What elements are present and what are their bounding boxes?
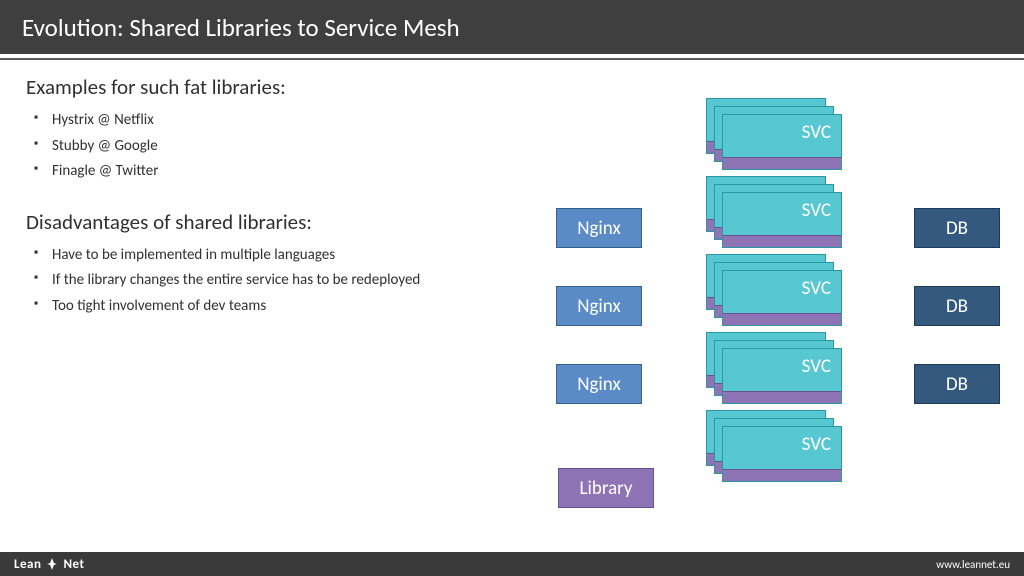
db-box: DB (914, 286, 1000, 326)
brand-text-right: Net (63, 557, 84, 572)
footer-bar: Lean Net www.leannet.eu (0, 552, 1024, 576)
library-legend-box: Library (558, 468, 654, 508)
db-box: DB (914, 364, 1000, 404)
svc-label: SVC (802, 277, 831, 300)
svc-box: SVC (722, 348, 842, 404)
svc-stack: SVC (706, 332, 834, 396)
db-box: DB (914, 208, 1000, 248)
brand-logo: Lean Net (14, 557, 84, 572)
architecture-diagram: Nginx Nginx Nginx DB DB DB SVC SVC SVC SVC SVC Libr… (538, 68, 1008, 508)
title-underline (0, 58, 1024, 60)
brand-text-left: Lean (14, 557, 41, 572)
nginx-box: Nginx (556, 364, 642, 404)
footer-url: www.leannet.eu (936, 558, 1010, 571)
svc-label: SVC (802, 121, 831, 144)
svc-library-strip (723, 313, 841, 325)
svc-box: SVC (722, 114, 842, 170)
svc-stack: SVC (706, 176, 834, 240)
svc-library-strip (723, 157, 841, 169)
svc-library-strip (723, 235, 841, 247)
svc-label: SVC (802, 355, 831, 378)
svc-library-strip (723, 391, 841, 403)
brand-icon (45, 557, 59, 571)
svc-label: SVC (802, 199, 831, 222)
content-area: Examples for such fat libraries: Hystrix… (26, 68, 1008, 546)
svc-box: SVC (722, 192, 842, 248)
svc-stack: SVC (706, 410, 834, 474)
slide-title: Evolution: Shared Libraries to Service M… (22, 12, 460, 43)
title-bar: Evolution: Shared Libraries to Service M… (0, 0, 1024, 54)
svc-box: SVC (722, 426, 842, 482)
svc-library-strip (723, 469, 841, 481)
svc-stack: SVC (706, 254, 834, 318)
svc-box: SVC (722, 270, 842, 326)
nginx-box: Nginx (556, 286, 642, 326)
svc-stack: SVC (706, 98, 834, 162)
svc-label: SVC (802, 433, 831, 456)
nginx-box: Nginx (556, 208, 642, 248)
